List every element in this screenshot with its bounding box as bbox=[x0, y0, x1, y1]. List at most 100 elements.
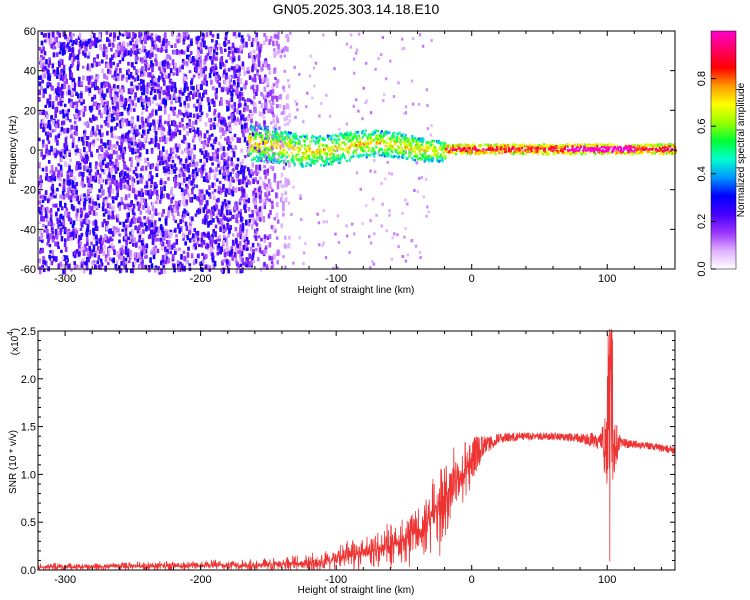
spectrogram-cell bbox=[256, 69, 259, 73]
spectrogram-cell bbox=[259, 197, 262, 204]
spectrogram-marks bbox=[38, 31, 677, 275]
spectrogram-cell bbox=[336, 158, 339, 162]
spectrogram-cell bbox=[50, 258, 54, 263]
spectrogram-cell bbox=[53, 128, 57, 133]
spectrogram-cell bbox=[95, 161, 98, 166]
spectrogram-cell bbox=[324, 152, 326, 155]
spectrogram-cell bbox=[351, 222, 354, 226]
spectrogram-cell bbox=[144, 264, 147, 269]
spectrogram-cell bbox=[48, 94, 52, 101]
spectrogram-cell bbox=[192, 56, 195, 62]
spectrogram-cell bbox=[235, 89, 239, 95]
spectrogram-cell bbox=[215, 71, 219, 76]
spectrogram-cell bbox=[110, 132, 114, 138]
spectrogram-cell bbox=[233, 102, 236, 108]
spectrogram-cell bbox=[151, 40, 154, 47]
spectrogram-cell bbox=[126, 42, 130, 47]
spectrogram-cell bbox=[187, 143, 191, 149]
spectrogram-cell bbox=[237, 219, 240, 224]
spectrogram-cell bbox=[199, 42, 203, 48]
spectrogram-cell bbox=[425, 214, 428, 218]
spectrogram-cell bbox=[83, 165, 86, 172]
spectrogram-cell bbox=[130, 48, 133, 54]
spectrogram-cell bbox=[108, 181, 112, 185]
spectrogram-cell bbox=[386, 131, 389, 135]
spectrogram-cell bbox=[280, 172, 284, 178]
spectrogram-cell bbox=[305, 137, 308, 140]
spectrogram-cell bbox=[127, 74, 131, 80]
spectrogram-cell bbox=[338, 138, 341, 141]
spectrogram-cell bbox=[75, 165, 78, 171]
spectrogram-cell bbox=[193, 154, 196, 160]
spectrogram-cell bbox=[397, 81, 400, 85]
spectrogram-cell bbox=[280, 184, 283, 188]
spectrogram-cell bbox=[201, 80, 204, 85]
spectrogram-cell bbox=[126, 52, 129, 56]
spectrogram-cell bbox=[258, 46, 261, 50]
spectrogram-cell bbox=[95, 105, 99, 110]
spectrogram-cell bbox=[133, 95, 137, 101]
spectrogram-cell bbox=[217, 112, 221, 118]
spectrogram-cell bbox=[369, 219, 372, 223]
spectrogram-cell bbox=[80, 108, 84, 113]
spectrogram-cell bbox=[53, 193, 56, 198]
spectrogram-cell bbox=[233, 205, 237, 211]
spectrogram-cell bbox=[228, 261, 231, 267]
spectrogram-cell bbox=[220, 268, 223, 273]
spectrogram-cell bbox=[132, 134, 136, 141]
spectrogram-cell bbox=[113, 76, 116, 81]
spectrogram-cell bbox=[60, 43, 63, 48]
spectrogram-cell bbox=[346, 136, 349, 139]
spectrogram-cell bbox=[64, 33, 67, 40]
spectrogram-cell bbox=[369, 266, 372, 270]
spectrogram-cell bbox=[61, 256, 65, 260]
spectrogram-cell bbox=[416, 155, 418, 158]
spectrogram-cell bbox=[160, 68, 164, 73]
spectrogram-cell bbox=[290, 213, 293, 216]
spectrogram-cell bbox=[236, 78, 240, 82]
spectrogram-cell bbox=[219, 246, 222, 251]
spectrogram-cell bbox=[71, 231, 75, 237]
spectrogram-cell bbox=[61, 83, 64, 90]
spectrogram-cell bbox=[159, 86, 163, 91]
spectrogram-cell bbox=[92, 235, 96, 241]
spectrogram-cell bbox=[132, 128, 136, 135]
spectrogram-cell bbox=[393, 138, 396, 141]
spectrogram-cell bbox=[328, 157, 331, 161]
spectrogram-cell bbox=[353, 232, 356, 236]
spectrogram-cell bbox=[54, 112, 57, 119]
spectrogram-cell bbox=[75, 101, 79, 107]
spectrogram-cell bbox=[133, 212, 136, 216]
spectrogram-cell bbox=[172, 135, 176, 139]
spectrogram-cell bbox=[264, 102, 268, 109]
spectrogram-cell bbox=[98, 188, 101, 193]
spectrogram-cell bbox=[112, 149, 116, 155]
spectrogram-cell bbox=[193, 134, 197, 138]
spectrogram-cell bbox=[44, 111, 48, 117]
spectrogram-cell bbox=[152, 253, 156, 260]
spectrogram-cell bbox=[41, 247, 44, 254]
spectrogram-cell bbox=[257, 60, 261, 67]
spectrogram-cell bbox=[418, 176, 421, 180]
spectrogram-cell bbox=[52, 152, 56, 156]
spectrogram-cell bbox=[266, 147, 269, 150]
spectrogram-cell bbox=[325, 154, 328, 157]
spectrogram-cell bbox=[286, 136, 288, 140]
spectrogram-cell bbox=[153, 249, 157, 255]
spectrogram-cell bbox=[99, 258, 103, 263]
spectrogram-cell bbox=[188, 128, 192, 133]
spectrogram-cell bbox=[108, 39, 112, 45]
spectrogram-cell bbox=[120, 51, 124, 58]
spectrogram-cell bbox=[126, 248, 130, 253]
spectrogram-cell bbox=[80, 98, 83, 103]
spectrogram-cell bbox=[174, 62, 177, 67]
spectrogram-cell bbox=[120, 100, 124, 107]
spectrogram-cell bbox=[41, 143, 45, 148]
spectrogram-cell bbox=[104, 122, 108, 126]
spectrogram-cell bbox=[305, 158, 307, 161]
spectrogram-cell bbox=[426, 127, 430, 131]
spectrogram-cell bbox=[305, 151, 307, 155]
spectrogram-cell bbox=[241, 235, 245, 242]
spectrogram-cell bbox=[429, 133, 433, 137]
